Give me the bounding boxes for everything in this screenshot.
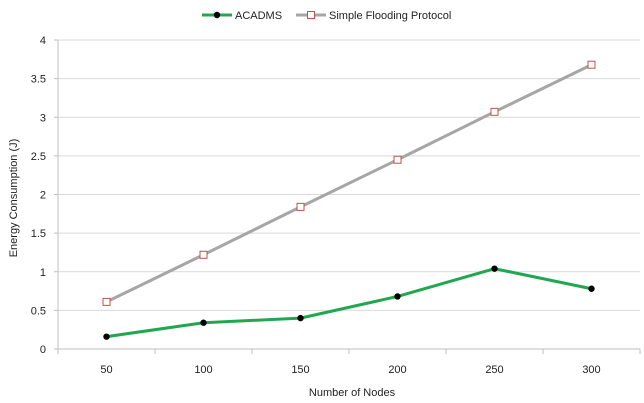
y-tick-label: 4: [40, 35, 46, 47]
legend-marker-acadms: [213, 11, 221, 19]
legend: ACADMS Simple Flooding Protocol: [202, 10, 451, 22]
y-tick-labels: 0 0.5 1 1.5 2 2.5 3 3.5 4: [31, 35, 46, 356]
data-point-simple-flooding: [393, 155, 402, 164]
y-tick-label: 0: [40, 344, 46, 356]
data-point-acadms: [588, 285, 595, 292]
y-axis-label: Energy Consumption (J): [8, 139, 20, 258]
data-point-acadms: [103, 333, 110, 340]
y-tick-label: 1: [40, 267, 46, 279]
data-point-simple-flooding: [296, 202, 305, 211]
axes: [54, 39, 641, 354]
y-tick-label: 1.5: [31, 228, 46, 240]
y-tick-label: 0.5: [31, 305, 46, 317]
series-line-acadms: [106, 267, 592, 339]
y-tick-label: 2: [40, 190, 46, 202]
x-tick-label: 150: [291, 364, 309, 376]
x-tick-label: 50: [100, 364, 112, 376]
x-axis-label: Number of Nodes: [309, 387, 396, 399]
data-point-acadms: [297, 314, 304, 322]
data-point-simple-flooding: [587, 60, 596, 69]
x-tick-label: 100: [194, 364, 212, 376]
x-tick-label: 250: [485, 364, 503, 376]
data-point-acadms: [200, 319, 207, 326]
x-tick-labels: 50 100 150 200 250 300: [100, 364, 600, 376]
y-tick-label: 3.5: [31, 74, 46, 86]
legend-marker-simple-flooding: [307, 11, 315, 19]
data-point-acadms: [394, 293, 401, 300]
x-tick-label: 300: [582, 364, 600, 376]
series-line-simple-flooding: [105, 63, 593, 304]
legend-label-acadms: ACADMS: [235, 10, 282, 22]
y-tick-label: 3: [40, 112, 46, 124]
y-tick-label: 2.5: [31, 151, 46, 163]
data-point-simple-flooding: [199, 250, 208, 259]
data-point-acadms: [491, 265, 498, 272]
gridlines: [58, 39, 640, 311]
series-lines: [102, 60, 596, 340]
legend-label-simple-flooding: Simple Flooding Protocol: [329, 10, 451, 22]
data-point-simple-flooding: [490, 107, 499, 116]
x-tick-label: 200: [388, 364, 406, 376]
data-point-simple-flooding: [102, 297, 111, 306]
